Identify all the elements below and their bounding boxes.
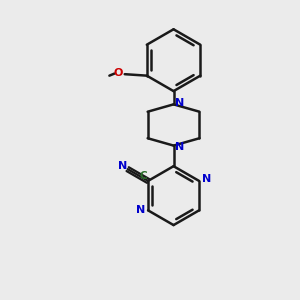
Text: C: C: [140, 171, 148, 181]
Text: N: N: [136, 206, 145, 215]
Text: N: N: [202, 174, 211, 184]
Text: O: O: [113, 68, 123, 78]
Text: N: N: [118, 161, 127, 171]
Text: N: N: [176, 98, 185, 108]
Text: N: N: [176, 142, 185, 152]
